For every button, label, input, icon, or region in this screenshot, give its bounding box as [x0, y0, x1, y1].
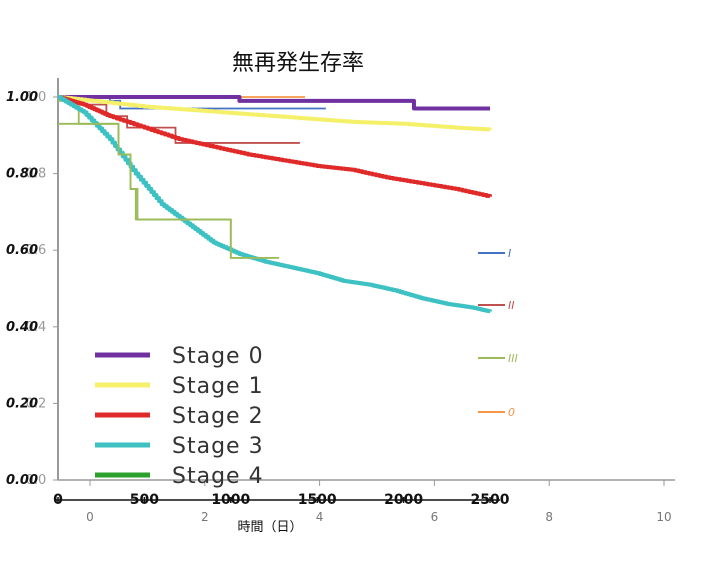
axes: 0.00.00 0.20.20 0.40.40 0.60.60 0.80.80 1.01.… [6, 78, 675, 524]
y-ghost-tick-label: 0.0 [26, 473, 47, 488]
legend-label: Stage 3 [172, 434, 264, 459]
legend: Stage 0 Stage 1 Stage 2 Stage 3 Stage 4 [95, 344, 264, 489]
y-ghost-tick-label: 0.2 [26, 396, 47, 411]
x-tick-label: 500 [130, 492, 159, 508]
y-ghost-tick-label: 0.6 [26, 243, 47, 258]
x-axis-label: 時間（日） [237, 520, 302, 535]
series-line-stage-3 [58, 95, 492, 314]
legend-label: Stage 4 [172, 464, 264, 489]
ghost-x-tick-label: 0 [86, 510, 94, 524]
overlay-legend-label: II [508, 299, 515, 312]
legend-label: Stage 0 [172, 344, 264, 369]
y-tick-label: 0.40 [6, 320, 38, 335]
y-tick-label: 1.00 [6, 90, 38, 105]
ghost-x-tick-label: 2 [201, 510, 209, 524]
overlay-legend-label: 0 [508, 406, 515, 419]
ghost-x-tick-label: 6 [431, 510, 439, 524]
y-tick-label: 0.20 [6, 396, 38, 411]
x-tick-label: 2000 [384, 492, 423, 508]
legend-label: Stage 1 [172, 374, 264, 399]
overlay-legend-label: I [508, 247, 511, 260]
series-line-stage-4 [58, 122, 280, 259]
y-tick-label: 0.00 [6, 473, 38, 488]
series-line-stage-0 [58, 95, 490, 111]
series-line-stage-1 [58, 95, 492, 132]
ghost-x-tick-label: 10 [656, 510, 671, 524]
ghost-x-tick-label: 8 [545, 510, 553, 524]
x-tick-label: 0 [53, 492, 63, 508]
chart-title: 無再発生存率 [232, 51, 364, 76]
series-line-stage-2 [58, 95, 492, 198]
x-tick-label: 2500 [471, 492, 510, 508]
ghost-x-tick-label: 4 [316, 510, 324, 524]
y-ghost-tick-label: 0.8 [26, 167, 47, 182]
series-layer [58, 95, 492, 314]
overlay-legend-label: III [508, 352, 518, 365]
x-tick-label: 1500 [298, 492, 337, 508]
x-tick-label: 1000 [211, 492, 250, 508]
y-ghost-tick-label: 1.0 [26, 90, 47, 105]
y-tick-label: 0.80 [6, 167, 38, 182]
legend-label: Stage 2 [172, 404, 264, 429]
y-tick-label: 0.60 [6, 243, 38, 258]
y-ghost-tick-label: 0.4 [26, 320, 47, 335]
